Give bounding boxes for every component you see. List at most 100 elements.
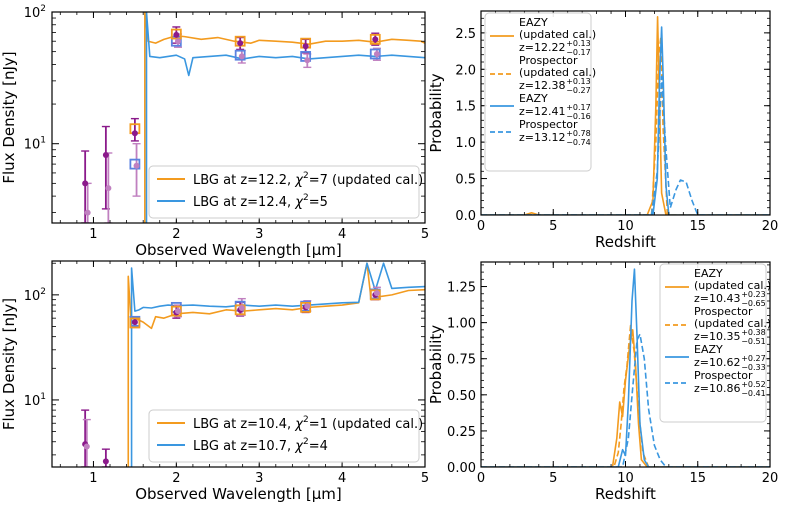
legend-text: =4 (309, 439, 328, 454)
legend-label: LBG at z=12.2, χ2=7 (updated cal.) (193, 171, 423, 188)
y-tick-label: 1.00 (447, 317, 476, 332)
data-point (105, 185, 112, 192)
legend-z-upper: +0.52 (741, 380, 766, 389)
x-tick-label: 10 (617, 219, 634, 234)
x-tick-label: 3 (255, 227, 263, 242)
model-photometry-square (234, 304, 246, 316)
legend-z-value: 13.12 (534, 131, 566, 144)
legend-z-value: 12.38 (534, 79, 566, 92)
legend-redshift: z=10.62 (694, 356, 741, 369)
data-point (131, 319, 138, 326)
legend-text: =1 (updated cal.) (309, 417, 424, 432)
legend-z-lower: −0.27 (566, 86, 591, 95)
y-tick-label: 102 (24, 4, 46, 21)
legend-z-lower: −0.17 (566, 48, 591, 57)
data-point (174, 38, 181, 45)
legend-label: Prospector (519, 54, 578, 67)
legend-z-upper: +0.27 (741, 354, 766, 363)
x-tick-label: 20 (762, 471, 779, 486)
x-tick-label: 5 (549, 219, 557, 234)
y-tick-label: 0.0 (455, 209, 476, 224)
legend-label: EAZY (694, 343, 723, 356)
legend-z-lower: −0.65 (741, 299, 766, 308)
x-tick-label: 5 (421, 471, 429, 486)
data-point (237, 40, 244, 47)
plot-area (81, 262, 425, 467)
legend-text: 2 (303, 437, 309, 447)
x-tick-label: 4 (338, 227, 346, 242)
legend-redshift: z=12.41 (519, 105, 566, 118)
panel-pz-top: 0 5 10 15 20 0.0 0.5 1.0 1.5 2.0 2.5 Redshift Probab… (427, 10, 778, 251)
y-tick-label: 101 (24, 392, 46, 409)
legend-z-value: 10.86 (709, 382, 741, 395)
series-line-0 (481, 16, 770, 215)
y-tick-label: 0.00 (447, 461, 476, 476)
x-tick-label: 15 (689, 471, 706, 486)
x-tick-label: 5 (549, 471, 557, 486)
y-tick-label: 1.25 (447, 281, 476, 296)
legend-label: (updated cal.) (694, 317, 771, 330)
legend-z-lower: −0.74 (566, 138, 591, 147)
legend-z-lower: −0.41 (741, 389, 766, 398)
x-tick-label: 15 (689, 219, 706, 234)
data-point (83, 443, 90, 450)
model-photometry-square (129, 158, 141, 170)
data-point (302, 43, 309, 50)
legend-z-lower: −0.51 (741, 337, 766, 346)
legend-z-prefix: z= (519, 105, 534, 118)
y-tick-exp: 2 (40, 287, 46, 297)
series-line-2 (481, 26, 770, 215)
y-axis-label: Flux Density [nJy] (0, 51, 18, 183)
legend-z-lower: −0.33 (741, 363, 766, 372)
x-tick-label: 10 (617, 471, 634, 486)
legend-label: Prospector (519, 118, 578, 131)
model-photometry-square (234, 49, 246, 61)
legend-redshift: z=10.43 (694, 292, 741, 305)
model-photometry-square (369, 33, 381, 45)
x-tick-label: 1 (89, 471, 97, 486)
legend-z-upper: +0.23 (741, 290, 766, 299)
legend-label: (updated cal.) (519, 28, 596, 41)
legend-z-lower: −0.16 (566, 112, 591, 121)
legend-text: LBG at z=12.4, (193, 195, 295, 210)
x-tick-label: 0 (477, 471, 485, 486)
x-tick-label: 4 (338, 471, 346, 486)
model-photometry-square (129, 317, 141, 329)
legend-text: 2 (303, 193, 309, 203)
y-tick-label: 0.5 (455, 173, 476, 188)
x-tick-label: 2 (172, 471, 180, 486)
legend-chi-symbol: χ (294, 195, 304, 210)
legend-z-prefix: z= (519, 79, 534, 92)
legend-chi-symbol: χ (294, 173, 304, 188)
legend-text: =5 (309, 195, 328, 210)
data-point (304, 57, 311, 64)
legend-text: LBG at z=12.2, (193, 173, 295, 188)
plot-area (81, 12, 425, 223)
x-tick-label: 1 (89, 227, 97, 242)
plot-area (481, 16, 770, 215)
legend-box (148, 409, 420, 463)
legend-z-prefix: z= (519, 41, 534, 54)
legend-text: =7 (updated cal.) (309, 173, 424, 188)
axes-frame (51, 11, 426, 224)
y-tick-label: 1.0 (455, 136, 476, 151)
x-axis-label: Observed Wavelength [μm] (135, 241, 342, 259)
y-tick-exp: 2 (40, 4, 46, 14)
x-tick-label: 0 (477, 219, 485, 234)
series-line-1 (130, 262, 425, 467)
y-tick-label: 0.75 (447, 353, 476, 368)
y-tick-label: 0.50 (447, 389, 476, 404)
legend-text: 2 (303, 415, 309, 425)
legend-redshift: z=12.22 (519, 41, 566, 54)
y-axis-label: Probability (427, 73, 445, 152)
legend-z-upper: +0.13 (566, 39, 591, 48)
legend-label: LBG at z=12.4, χ2=5 (193, 193, 328, 210)
data-point (82, 180, 89, 187)
model-photometry-square (170, 28, 182, 40)
x-axis-label: Observed Wavelength [μm] (135, 485, 342, 503)
legend-z-prefix: z= (694, 330, 709, 343)
legend-box (484, 12, 592, 172)
